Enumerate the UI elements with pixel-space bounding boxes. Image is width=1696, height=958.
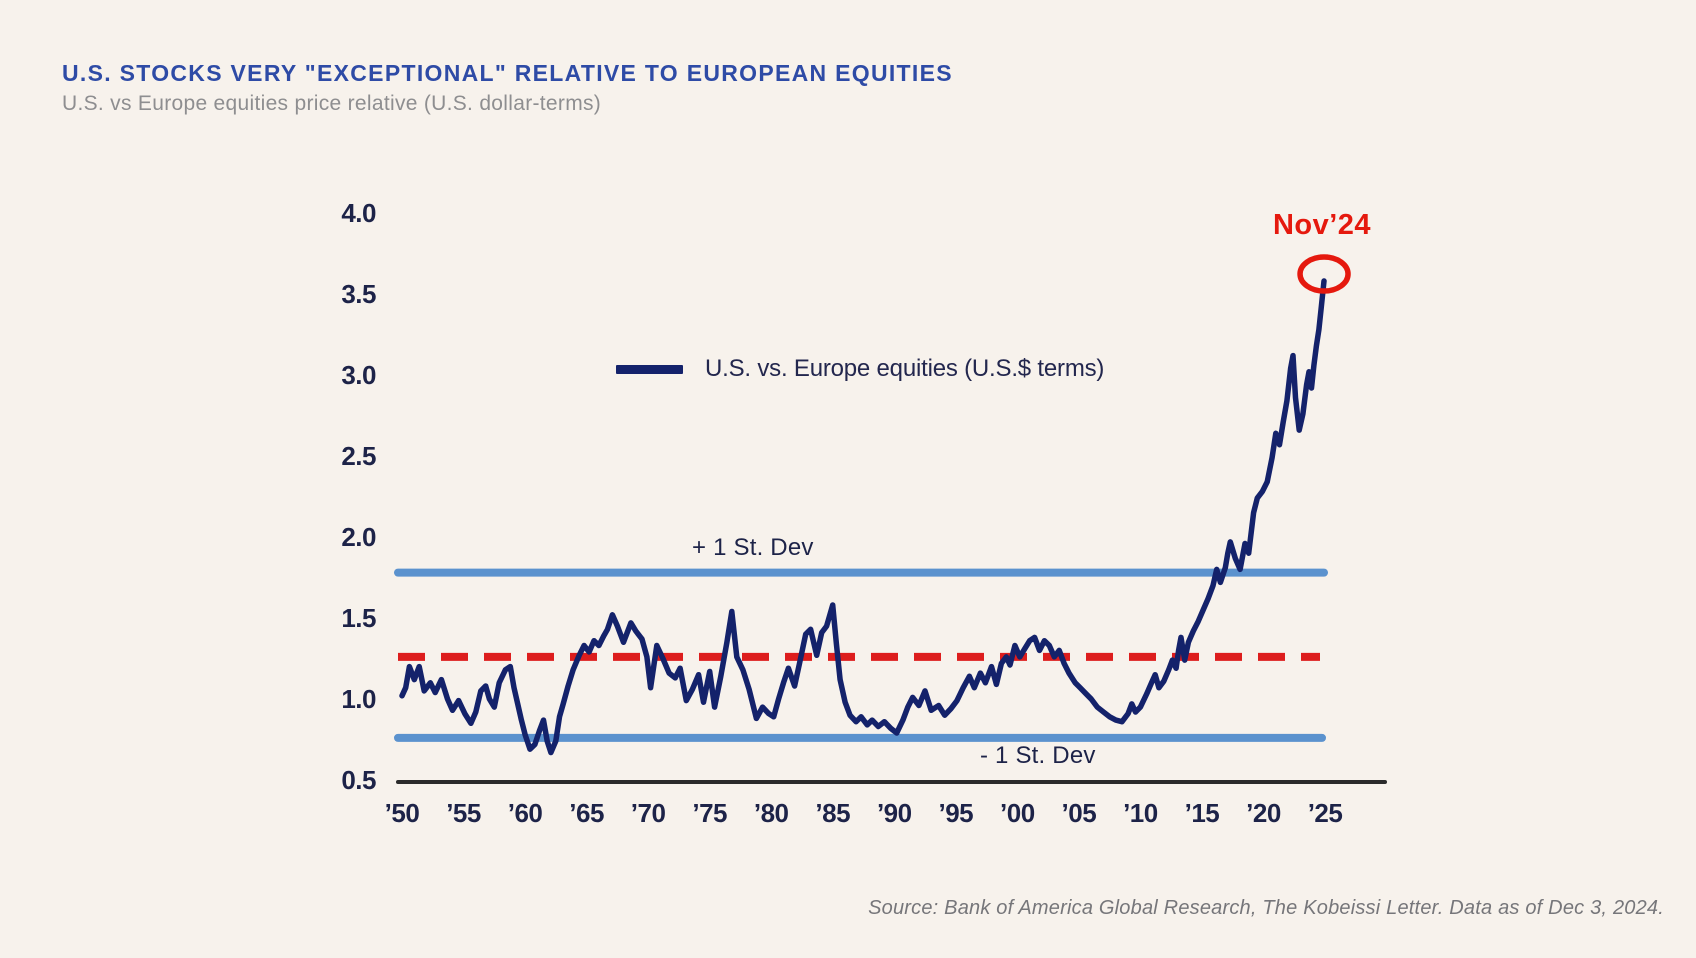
x-tick-label: ’80 bbox=[754, 798, 789, 828]
nov24-circle bbox=[1297, 254, 1351, 294]
us-europe-equities-line bbox=[399, 278, 1327, 756]
y-tick-label: 2.5 bbox=[341, 441, 376, 471]
legend: U.S. vs. Europe equities (U.S.$ terms) bbox=[616, 355, 1104, 383]
y-tick-label: 2.0 bbox=[341, 522, 376, 552]
y-tick-label: 0.5 bbox=[341, 765, 376, 795]
page-subtitle: U.S. vs Europe equities price relative (… bbox=[62, 92, 602, 115]
y-tick-label: 1.5 bbox=[341, 603, 376, 633]
x-tick-label: ’90 bbox=[877, 798, 912, 828]
source-note: Source: Bank of America Global Research,… bbox=[868, 897, 1664, 919]
y-tick-label: 3.0 bbox=[341, 360, 376, 390]
x-tick-label: ’55 bbox=[446, 798, 481, 828]
legend-line-swatch bbox=[616, 364, 683, 374]
x-tick-label: ’25 bbox=[1308, 798, 1343, 828]
x-tick-label: ’85 bbox=[815, 798, 850, 828]
x-tick-label: ’05 bbox=[1062, 798, 1097, 828]
page-title: U.S. STOCKS VERY "EXCEPTIONAL" RELATIVE … bbox=[62, 60, 953, 86]
legend-label: U.S. vs. Europe equities (U.S.$ terms) bbox=[705, 355, 1105, 382]
y-tick-label: 4.0 bbox=[341, 198, 376, 228]
x-tick-label: ’60 bbox=[508, 798, 543, 828]
x-tick-label: ’00 bbox=[1000, 798, 1035, 828]
x-tick-label: ’50 bbox=[385, 798, 420, 828]
x-tick-label: ’65 bbox=[569, 798, 604, 828]
x-tick-label: ’15 bbox=[1185, 798, 1220, 828]
x-tick-label: ’95 bbox=[938, 798, 973, 828]
y-tick-label: 1.0 bbox=[341, 684, 376, 714]
plus-1-stdev-label: + 1 St. Dev bbox=[692, 534, 814, 561]
minus-1-stdev-label: - 1 St. Dev bbox=[980, 742, 1096, 769]
x-tick-label: ’20 bbox=[1246, 798, 1281, 828]
y-tick-label: 3.5 bbox=[341, 279, 376, 309]
nov24-annotation-label: Nov’24 bbox=[1272, 209, 1372, 241]
x-tick-label: ’10 bbox=[1123, 798, 1158, 828]
x-tick-label: ’75 bbox=[692, 798, 727, 828]
x-tick-label: ’70 bbox=[631, 798, 666, 828]
